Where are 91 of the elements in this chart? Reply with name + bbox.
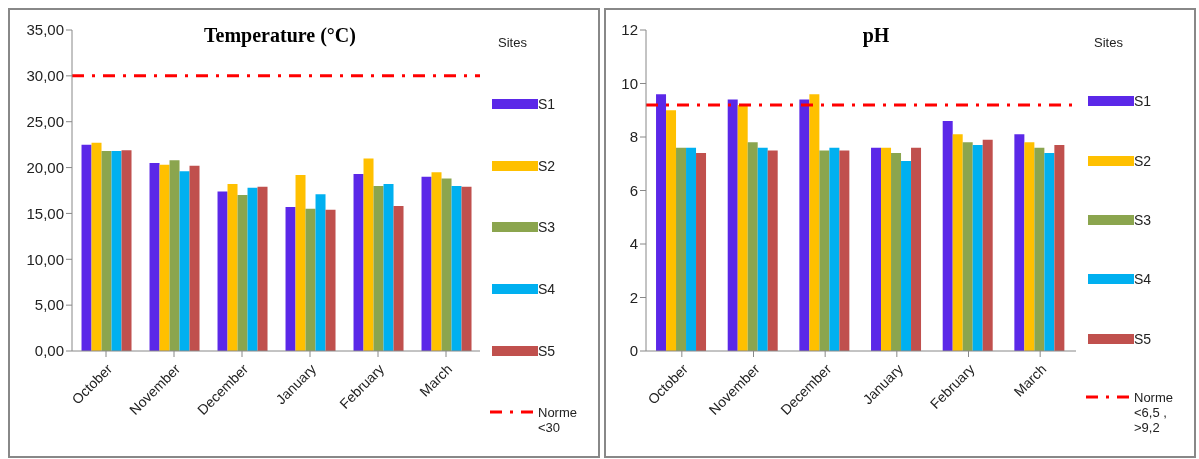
bar <box>972 145 983 351</box>
y-tick-label: 10,00 <box>26 250 64 268</box>
chart-title: Temperature (°C) <box>203 24 357 47</box>
legend-label: S5 <box>538 343 556 360</box>
y-tick-label: 15,00 <box>26 204 64 222</box>
bar <box>227 184 238 351</box>
bar <box>111 151 122 351</box>
y-tick-label: 5,00 <box>34 296 64 314</box>
y-tick-label: 0,00 <box>34 342 64 360</box>
y-tick-label: 2 <box>629 288 638 306</box>
bar <box>1044 153 1055 351</box>
bar <box>441 178 452 351</box>
bar <box>373 185 384 351</box>
y-tick-label: 25,00 <box>26 113 64 131</box>
bar <box>911 147 922 351</box>
bar <box>747 142 758 351</box>
legend-label: S3 <box>1134 211 1152 228</box>
bar <box>1054 145 1065 351</box>
legend-label: S3 <box>538 219 556 236</box>
bar <box>363 158 374 351</box>
bar <box>247 187 258 351</box>
bar <box>942 120 953 351</box>
y-tick-label: 6 <box>629 181 638 199</box>
legend-label: S1 <box>1134 93 1152 110</box>
legend-label: S1 <box>538 95 556 112</box>
legend-title: Sites <box>498 35 528 50</box>
bar <box>686 147 697 351</box>
y-tick-label: 4 <box>629 235 638 253</box>
bar <box>901 161 912 351</box>
bar <box>353 173 364 351</box>
bar <box>737 104 748 351</box>
bar <box>962 142 973 351</box>
legend-title: Sites <box>1094 35 1124 50</box>
bar <box>91 142 102 351</box>
bar <box>325 209 336 351</box>
bar <box>767 150 778 351</box>
bar <box>839 150 850 351</box>
bar <box>431 172 442 351</box>
bar <box>285 207 296 351</box>
bar <box>217 191 228 351</box>
bar <box>819 150 830 351</box>
bar <box>421 176 432 351</box>
y-tick-label: 8 <box>629 128 638 146</box>
bar <box>81 144 92 351</box>
bar <box>101 151 112 351</box>
y-tick-label: 12 <box>621 21 638 39</box>
legend-label: S2 <box>538 157 556 174</box>
bar <box>237 195 248 351</box>
bar <box>305 208 316 351</box>
legend-label: Norme <6,5 , >9,2 <box>1134 389 1174 435</box>
bar <box>295 174 306 351</box>
bar <box>149 162 160 351</box>
bar <box>952 134 963 351</box>
legend-label: S4 <box>538 281 556 298</box>
bar <box>891 153 902 351</box>
bar <box>315 194 326 351</box>
bar <box>829 147 840 351</box>
bar <box>169 160 180 351</box>
y-tick-label: 30,00 <box>26 67 64 85</box>
bar <box>666 110 677 351</box>
bar <box>451 185 462 351</box>
bar <box>393 206 404 351</box>
bar <box>809 94 820 351</box>
bar <box>1034 147 1045 351</box>
bar <box>383 184 394 351</box>
bar <box>757 147 768 351</box>
y-tick-label: 35,00 <box>26 21 64 39</box>
legend-label: S4 <box>1134 271 1152 288</box>
bar <box>159 164 170 351</box>
bar <box>871 147 882 351</box>
legend-label: Norme <30 <box>538 404 578 435</box>
bar <box>189 165 200 351</box>
bar <box>696 153 707 351</box>
bar <box>676 147 687 351</box>
bar <box>121 150 132 351</box>
bar <box>982 139 993 351</box>
bar <box>881 147 892 351</box>
bar <box>461 186 472 351</box>
bar <box>799 99 810 351</box>
y-tick-label: 0 <box>629 342 638 360</box>
bar <box>179 171 190 351</box>
bar <box>257 186 268 351</box>
y-tick-label: 10 <box>621 74 638 92</box>
bar <box>1024 142 1035 351</box>
y-tick-label: 20,00 <box>26 158 64 176</box>
bar <box>727 99 738 351</box>
chart-title: pH <box>861 24 891 47</box>
legend-label: S5 <box>1134 330 1152 347</box>
bar <box>656 94 667 351</box>
bar <box>1014 134 1025 351</box>
legend-label: S2 <box>1134 152 1152 169</box>
